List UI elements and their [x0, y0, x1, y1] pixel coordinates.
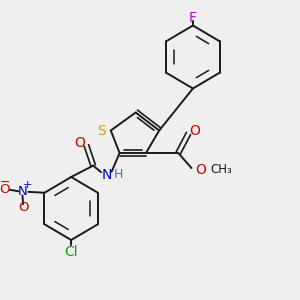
Text: O: O	[189, 124, 200, 138]
Text: O: O	[18, 201, 28, 214]
Text: N: N	[101, 168, 112, 182]
Text: Cl: Cl	[64, 245, 78, 259]
Text: CH₃: CH₃	[211, 163, 232, 176]
Text: +: +	[23, 180, 32, 190]
Text: F: F	[189, 11, 197, 25]
Text: O: O	[0, 183, 10, 196]
Text: S: S	[97, 124, 106, 137]
Text: O: O	[74, 136, 86, 150]
Text: N: N	[18, 185, 27, 198]
Text: O: O	[195, 163, 206, 176]
Text: −: −	[0, 176, 10, 189]
Text: H: H	[113, 167, 123, 181]
